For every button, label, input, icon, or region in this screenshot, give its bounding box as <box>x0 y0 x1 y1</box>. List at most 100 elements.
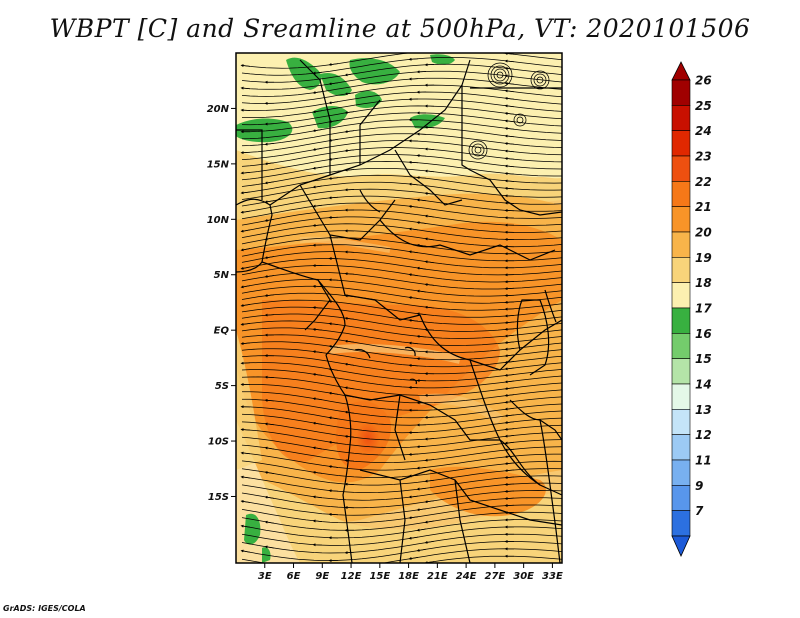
streamline-arrow <box>344 316 355 320</box>
map-area <box>236 53 562 563</box>
streamline-arrow <box>504 373 515 377</box>
streamline-eddy <box>530 70 550 90</box>
streamline-arrow <box>424 125 435 129</box>
lon-tick-label: 27E <box>485 571 506 582</box>
streamline-arrow <box>504 119 515 123</box>
streamline-arrow <box>416 154 427 158</box>
streamline-arrow <box>504 407 515 411</box>
colorbar-swatch <box>671 257 691 283</box>
lon-tick-label: 18E <box>398 571 419 582</box>
streamline-arrow <box>344 459 355 463</box>
streamline-arrow <box>504 441 515 445</box>
streamline-arrow <box>312 166 323 170</box>
longitude-axis: 3E 6E 9E 12E 15E 18E 21E 24E 27E 30E 33E <box>258 563 563 582</box>
lon-tick-label: 9E <box>315 571 329 582</box>
lon-tick-label: 24E <box>456 571 477 582</box>
streamline-arrow <box>240 64 251 68</box>
streamline-arrow <box>504 307 515 311</box>
streamline-arrow <box>264 545 275 549</box>
streamline-arrow <box>328 82 339 86</box>
streamline-arrow <box>504 186 515 190</box>
colorbar-swatch <box>671 130 691 157</box>
streamline-arrow <box>264 122 275 126</box>
streamline-arrow <box>312 421 323 425</box>
streamline-arrow <box>504 367 515 371</box>
streamline-arrow <box>328 391 339 395</box>
colorbar-label: 25 <box>695 99 712 113</box>
streamline-arrow <box>264 313 275 317</box>
streamline-arrow <box>408 495 419 499</box>
colorbar-label: 12 <box>695 428 712 442</box>
streamline-arrow <box>264 181 275 185</box>
streamline-arrow <box>408 57 419 61</box>
streamline-arrow <box>264 520 275 524</box>
streamline-arrow <box>424 437 435 441</box>
streamline-arrow <box>264 422 275 426</box>
coastlines-borders <box>236 59 562 563</box>
streamline-eddy <box>490 65 510 85</box>
streamline-arrow <box>416 466 427 470</box>
colorbar-label: 18 <box>695 276 712 290</box>
lon-tick-label: 12E <box>341 571 362 582</box>
streamline-arrow <box>424 260 435 264</box>
streamline-arrow <box>416 548 427 552</box>
streamline-arrow <box>424 458 435 462</box>
streamline-arrow <box>504 172 515 176</box>
streamline-arrow <box>416 289 427 293</box>
streamline-arrow <box>504 104 515 108</box>
streamline-eddy <box>474 146 482 154</box>
colorbar-label: 7 <box>695 504 704 518</box>
streamline-arrow <box>328 416 339 420</box>
lat-tick-label: 20N <box>207 104 230 115</box>
streamline-arrow <box>344 434 355 438</box>
colorbar-label: 22 <box>695 175 712 189</box>
colorbar-label: 23 <box>695 150 712 164</box>
colorbar-swatch <box>671 231 691 258</box>
latitude-axis: 20N 15N 10N 5N EQ 5S 10S 15S <box>207 104 236 503</box>
streamline-arrow <box>416 53 420 54</box>
colorbar-label: 26 <box>695 74 712 88</box>
streamline-arrow <box>312 147 323 151</box>
streamline-arrow <box>504 194 515 198</box>
streamline-arrow <box>328 344 339 348</box>
streamline-arrow <box>408 556 419 560</box>
streamline-arrow <box>344 92 355 96</box>
streamline-arrow <box>240 210 251 214</box>
streamline-arrow <box>344 410 355 414</box>
streamlines <box>240 53 562 563</box>
streamline-arrow <box>504 341 515 345</box>
streamline-arrow <box>416 312 427 316</box>
streamline-arrow <box>240 322 251 326</box>
streamline-arrow <box>408 204 419 208</box>
colorbar-label: 17 <box>695 302 712 316</box>
streamline-arrow <box>504 475 515 479</box>
streamline-arrow <box>264 398 275 402</box>
streamline-arrow <box>416 357 427 361</box>
streamline-arrow <box>328 157 339 161</box>
colorbar-label: 14 <box>695 378 712 392</box>
colorbar-swatch <box>671 459 691 486</box>
streamline-eddy <box>533 73 547 87</box>
streamline-arrow <box>312 129 323 133</box>
streamline-arrow <box>504 421 515 425</box>
streamline-arrow <box>312 519 323 523</box>
streamline-arrow <box>240 549 251 553</box>
streamline-eddy <box>487 62 513 88</box>
lon-tick-label: 30E <box>513 571 534 582</box>
streamline-arrow <box>504 497 515 501</box>
streamline-arrow <box>312 446 323 450</box>
streamline-arrow <box>312 223 323 227</box>
lon-tick-label: 3E <box>258 571 272 582</box>
colorbar-label: 16 <box>695 327 712 341</box>
streamline-arrow <box>344 250 355 254</box>
streamline-arrow <box>240 86 251 90</box>
streamline-arrow <box>240 524 251 528</box>
colorbar-swatch <box>671 79 691 106</box>
streamline-arrow <box>240 171 251 175</box>
lon-tick-label: 6E <box>287 571 301 582</box>
lat-tick-label: 5S <box>215 381 229 392</box>
lat-tick-label: 10S <box>208 437 229 448</box>
streamline-arrow <box>504 354 515 358</box>
streamline-arrow <box>344 362 355 366</box>
